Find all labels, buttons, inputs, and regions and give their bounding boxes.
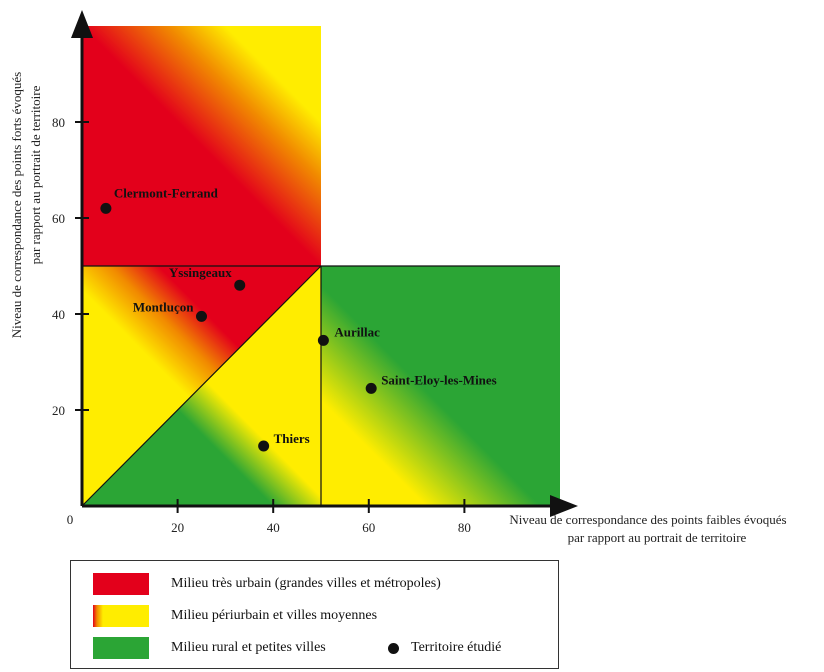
legend-swatch-periurban (93, 605, 149, 627)
ticks: 20 40 60 80 20 40 60 80 0 (52, 115, 471, 535)
x-axis-title-line1: Niveau de correspondance des points faib… (509, 512, 786, 527)
legend-swatch-very-urban (93, 573, 149, 595)
points-layer: Clermont-Ferrand Yssingeaux Montluçon Auril… (100, 185, 497, 452)
zone-line-diagonal (81, 265, 322, 507)
point-label-2: Montluçon (133, 299, 194, 314)
x-tick-label-20: 20 (171, 520, 184, 535)
point-label-4: Saint-Eloy-les-Mines (381, 372, 497, 387)
origin-label: 0 (67, 512, 74, 527)
y-tick-label-80: 80 (52, 115, 65, 130)
point-aurillac (317, 334, 329, 346)
legend-item-very-urban: Milieu très urbain (grandes villes et mé… (93, 572, 441, 596)
legend-item-periurban: Milieu périurbain et villes moyennes (93, 604, 377, 628)
point-yssingeaux (234, 279, 246, 291)
point-saint-eloy-les-mines (365, 382, 377, 394)
y-tick-label-20: 20 (52, 403, 65, 418)
x-tick-label-60: 60 (362, 520, 375, 535)
legend-swatch-rural (93, 637, 149, 659)
chart-canvas: 20 40 60 80 20 40 60 80 0 Niveau de correspondan… (9, 10, 787, 545)
axis-titles: Niveau de correspondance des points faib… (9, 72, 787, 545)
legend: Milieu très urbain (grandes villes et mé… (70, 560, 559, 669)
y-axis-title-line1: Niveau de correspondance des points fort… (9, 72, 24, 338)
point-label-1: Yssingeaux (169, 265, 232, 280)
y-tick-label-40: 40 (52, 307, 65, 322)
x-axis-arrow (550, 495, 578, 517)
point-thiers (258, 440, 270, 452)
x-tick-label-40: 40 (267, 520, 280, 535)
y-axis-title-line2: par rapport au portrait de territoire (28, 85, 43, 264)
legend-label-rural: Milieu rural et petites villes (171, 640, 326, 655)
x-tick-label-80: 80 (458, 520, 471, 535)
point-clermont-ferrand (100, 202, 112, 214)
x-axis-title-line2: par rapport au portrait de territoire (568, 530, 747, 545)
legend-label-very-urban: Milieu très urbain (grandes villes et mé… (171, 576, 441, 591)
y-axis-arrow (71, 10, 93, 38)
point-montlu-on (196, 310, 207, 322)
legend-point-icon (388, 642, 399, 654)
point-label-0: Clermont-Ferrand (114, 185, 219, 200)
zone-right (321, 266, 560, 506)
point-label-3: Aurillac (334, 324, 380, 339)
zone-lines (81, 265, 560, 507)
legend-label-point: Territoire étudié (411, 640, 502, 655)
y-tick-label-60: 60 (52, 211, 65, 226)
zone-upper-left (82, 26, 321, 266)
legend-item-rural: Milieu rural et petites villes Territoir… (93, 636, 501, 660)
point-label-5: Thiers (274, 431, 310, 446)
axes (71, 10, 578, 517)
legend-label-periurban: Milieu périurbain et villes moyennes (171, 608, 378, 623)
